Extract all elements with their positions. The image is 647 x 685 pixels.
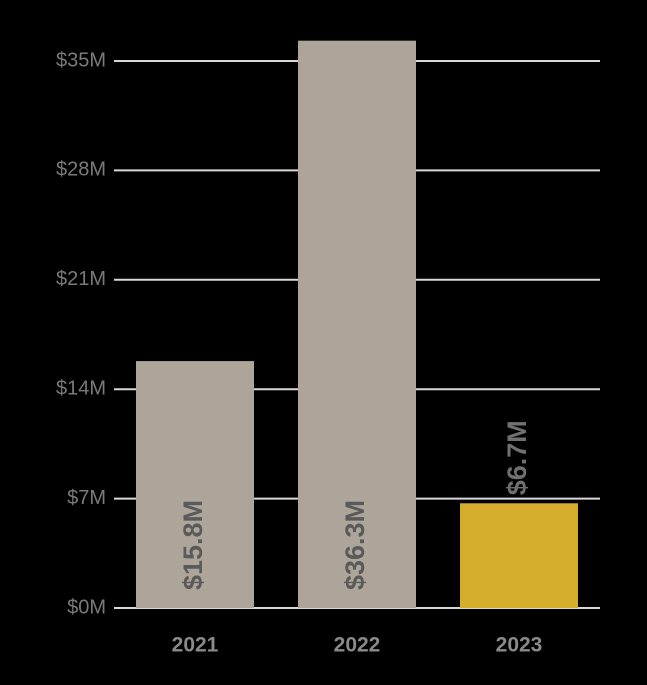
x-tick-label: 2023 [496,634,543,657]
bar [298,40,416,608]
y-tick-label: $0M [67,596,106,618]
value-label: $15.8M [178,500,208,590]
x-tick-label: 2021 [172,634,219,657]
y-tick-label: $35M [56,49,106,71]
bar [460,503,578,608]
value-label: $6.7M [502,420,532,495]
y-tick-label: $28M [56,159,106,181]
x-tick-label: 2022 [334,634,381,657]
y-tick-label: $7M [67,487,106,509]
y-tick-label: $14M [56,377,106,399]
bar [136,361,254,608]
y-tick-label: $21M [56,268,106,290]
value-label: $36.3M [340,500,370,590]
